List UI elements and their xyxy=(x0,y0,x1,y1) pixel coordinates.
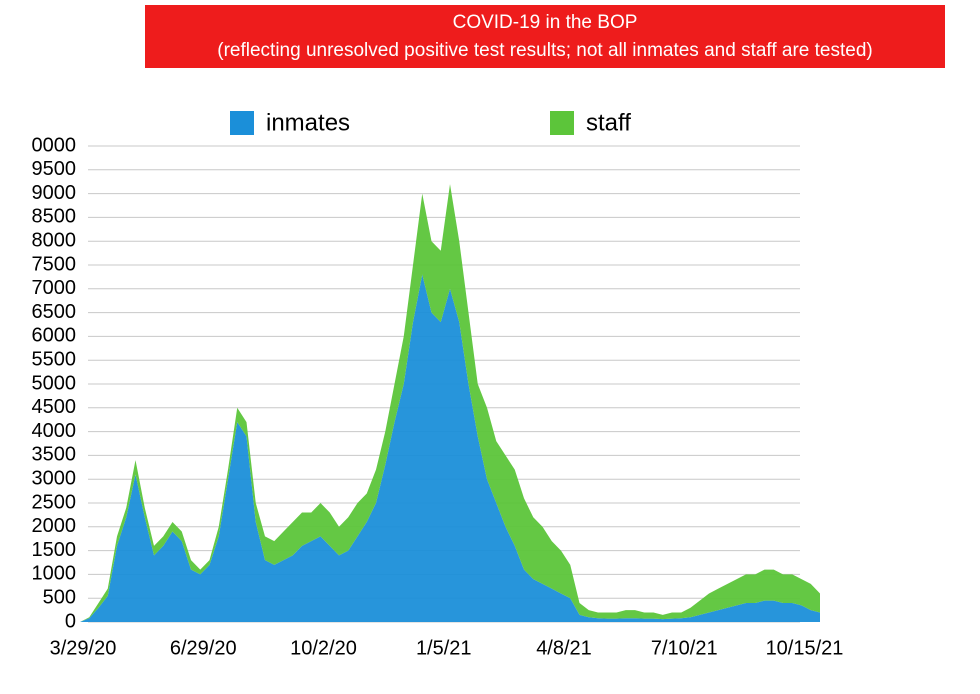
x-tick-label: 10/2/20 xyxy=(290,637,357,659)
x-tick-label: 4/8/21 xyxy=(536,637,592,659)
title-box xyxy=(145,5,945,68)
y-tick-label: 1500 xyxy=(32,539,77,561)
y-tick-label: 2500 xyxy=(32,491,77,513)
legend-label: staff xyxy=(586,109,631,136)
y-tick-label: 0000 xyxy=(32,134,77,156)
y-tick-label: 4000 xyxy=(32,420,77,442)
y-tick-label: 9500 xyxy=(32,158,77,180)
y-tick-label: 5000 xyxy=(32,372,77,394)
area-0 xyxy=(80,274,820,622)
y-tick-label: 1000 xyxy=(32,563,77,585)
legend-swatch xyxy=(550,111,574,135)
y-tick-label: 8000 xyxy=(32,229,77,251)
x-tick-label: 7/10/21 xyxy=(651,637,718,659)
x-tick-label: 3/29/20 xyxy=(50,637,117,659)
y-tick-label: 8500 xyxy=(32,206,77,228)
y-tick-label: 6500 xyxy=(32,301,77,323)
legend-label: inmates xyxy=(266,109,350,136)
y-tick-label: 3500 xyxy=(32,444,77,466)
y-tick-label: 500 xyxy=(43,586,76,608)
chart-title: COVID-19 in the BOP xyxy=(453,12,638,33)
y-tick-label: 7500 xyxy=(32,253,77,275)
y-tick-label: 6000 xyxy=(32,325,77,347)
legend-swatch xyxy=(230,111,254,135)
y-tick-label: 2000 xyxy=(32,515,77,537)
y-tick-label: 7000 xyxy=(32,277,77,299)
area-1 xyxy=(80,184,820,622)
x-tick-label: 10/15/21 xyxy=(766,637,844,659)
y-tick-label: 4500 xyxy=(32,396,77,418)
y-tick-label: 9000 xyxy=(32,182,77,204)
y-tick-label: 3000 xyxy=(32,467,77,489)
chart-subtitle: (reflecting unresolved positive test res… xyxy=(217,40,872,61)
x-tick-label: 6/29/20 xyxy=(170,637,237,659)
y-tick-label: 5500 xyxy=(32,348,77,370)
y-tick-label: 0 xyxy=(65,610,76,632)
x-tick-label: 1/5/21 xyxy=(416,637,472,659)
